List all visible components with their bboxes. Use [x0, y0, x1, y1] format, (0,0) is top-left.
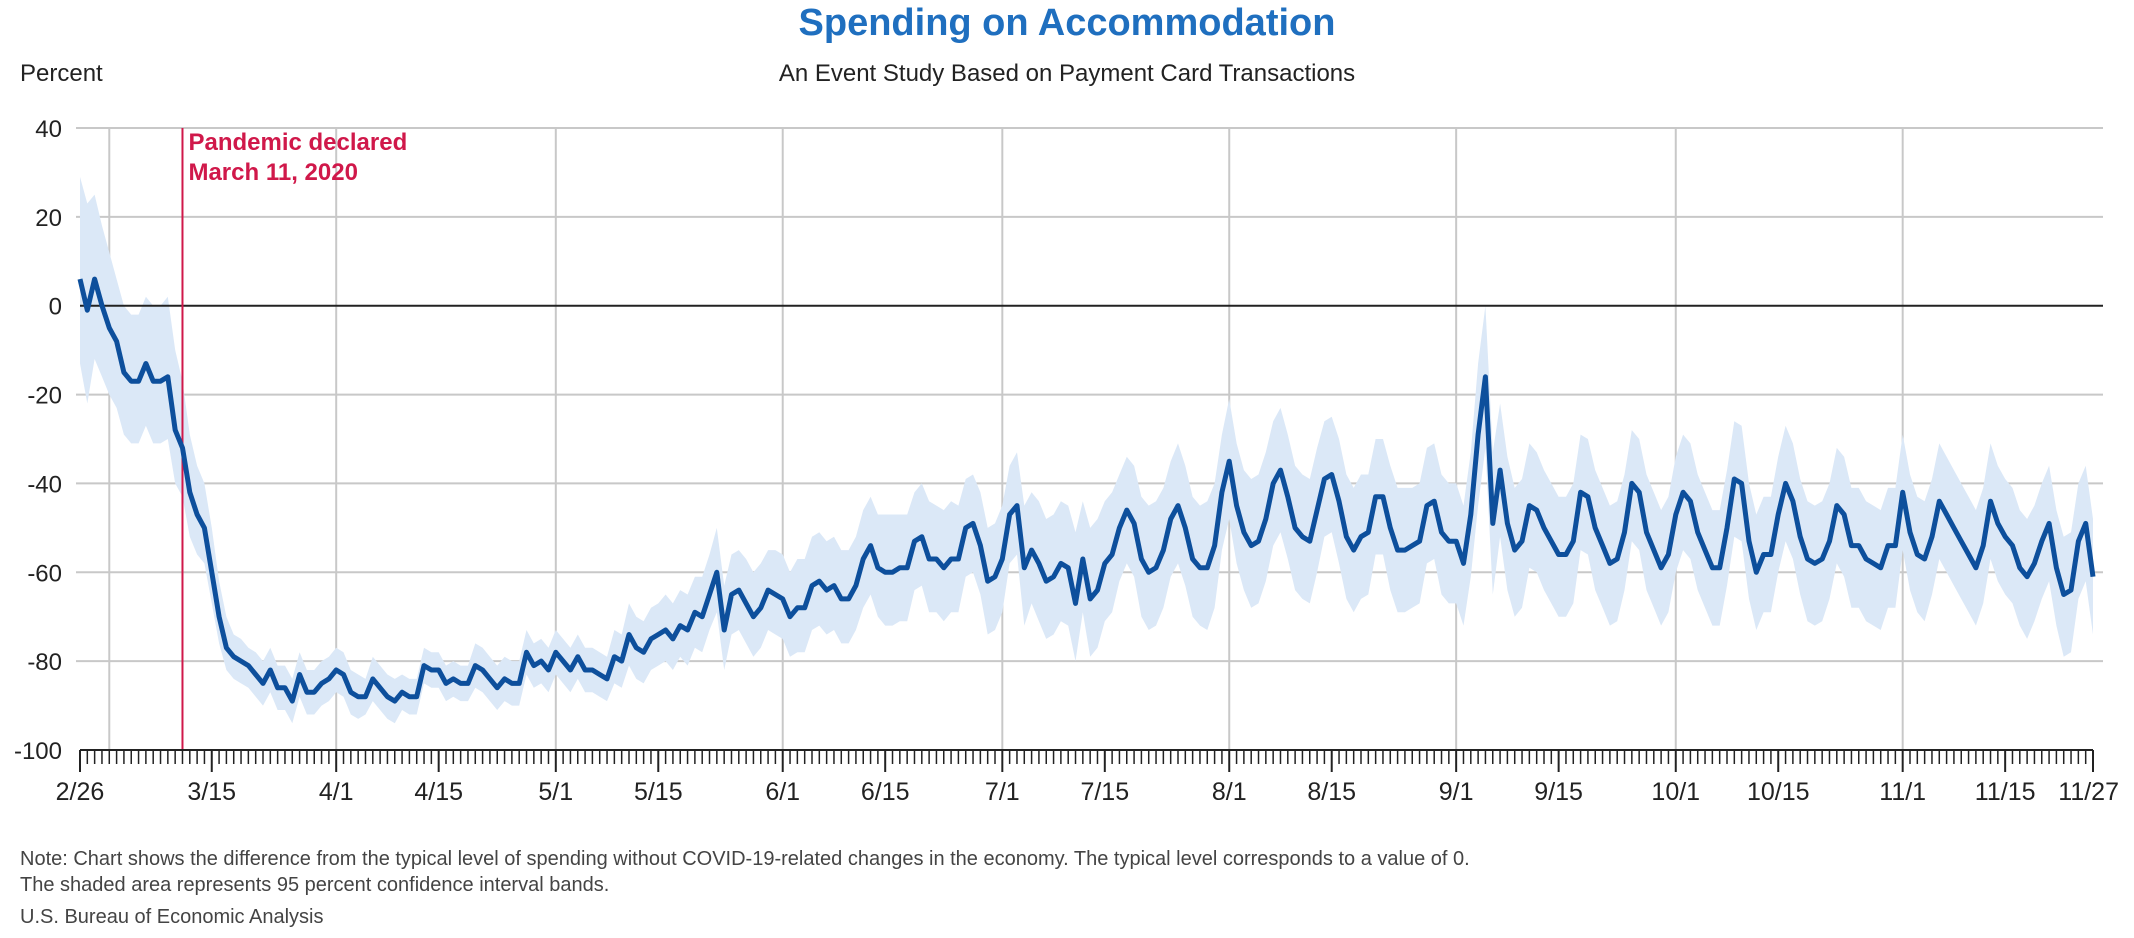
y-axis-unit-label: Percent: [20, 60, 103, 87]
note-line-2: The shaded area represents 95 percent co…: [20, 874, 610, 896]
x-tick-label: 7/15: [1080, 778, 1129, 806]
x-tick-label: 4/1: [319, 778, 354, 806]
series-line: [77, 276, 2096, 704]
x-tick-label: 9/15: [1534, 778, 1583, 806]
x-tick-label: 2/26: [56, 778, 105, 806]
x-tick-label: 11/27: [2058, 778, 2119, 806]
x-axis-minor-ticks: [79, 750, 2094, 772]
note-line-1: Note: Chart shows the difference from th…: [20, 848, 1470, 870]
y-tick-label: -20: [27, 383, 62, 410]
y-tick-label: 40: [35, 116, 62, 143]
source-credit: U.S. Bureau of Economic Analysis: [20, 906, 324, 928]
pandemic-annotation-line2: March 11, 2020: [188, 159, 357, 186]
chart-title: Spending on Accommodation: [798, 2, 1336, 44]
x-tick-label: 6/1: [765, 778, 800, 806]
y-tick-label: 0: [49, 294, 62, 321]
y-tick-label: -100: [14, 738, 62, 765]
x-axis-tick-labels: 2/26 3/15 4/1 4/15 5/1 5/15 6/1 6/15 7/1 7/15 8/1 8…: [56, 778, 2119, 806]
pandemic-annotation-line1: Pandemic declared: [188, 129, 407, 156]
y-tick-label: -80: [27, 649, 62, 676]
chart-note: Note: Chart shows the difference from th…: [20, 846, 1470, 898]
y-tick-label: -40: [27, 471, 62, 498]
vertical-gridlines: [108, 128, 1904, 750]
x-tick-label: 10/1: [1651, 778, 1700, 806]
x-tick-label: 11/15: [1975, 778, 2036, 806]
x-tick-label: 5/1: [538, 778, 573, 806]
x-tick-label: 7/1: [985, 778, 1020, 806]
x-tick-label: 3/15: [187, 778, 236, 806]
x-tick-label: 5/15: [634, 778, 683, 806]
chart-subtitle: An Event Study Based on Payment Card Tra…: [778, 60, 1356, 87]
x-tick-label: 8/15: [1307, 778, 1356, 806]
y-tick-label: 20: [35, 205, 62, 232]
y-axis-tick-labels: 40 20 0 -20 -40 -60 -80 -100: [14, 116, 62, 765]
x-tick-label: 11/1: [1879, 778, 1926, 806]
x-tick-label: 6/15: [861, 778, 910, 806]
x-tick-label: 9/1: [1439, 778, 1474, 806]
x-tick-label: 8/1: [1212, 778, 1247, 806]
confidence-interval-band: [80, 176, 2093, 724]
x-tick-label: 10/15: [1747, 778, 1810, 806]
y-tick-label: -60: [27, 560, 62, 587]
x-tick-label: 4/15: [414, 778, 463, 806]
